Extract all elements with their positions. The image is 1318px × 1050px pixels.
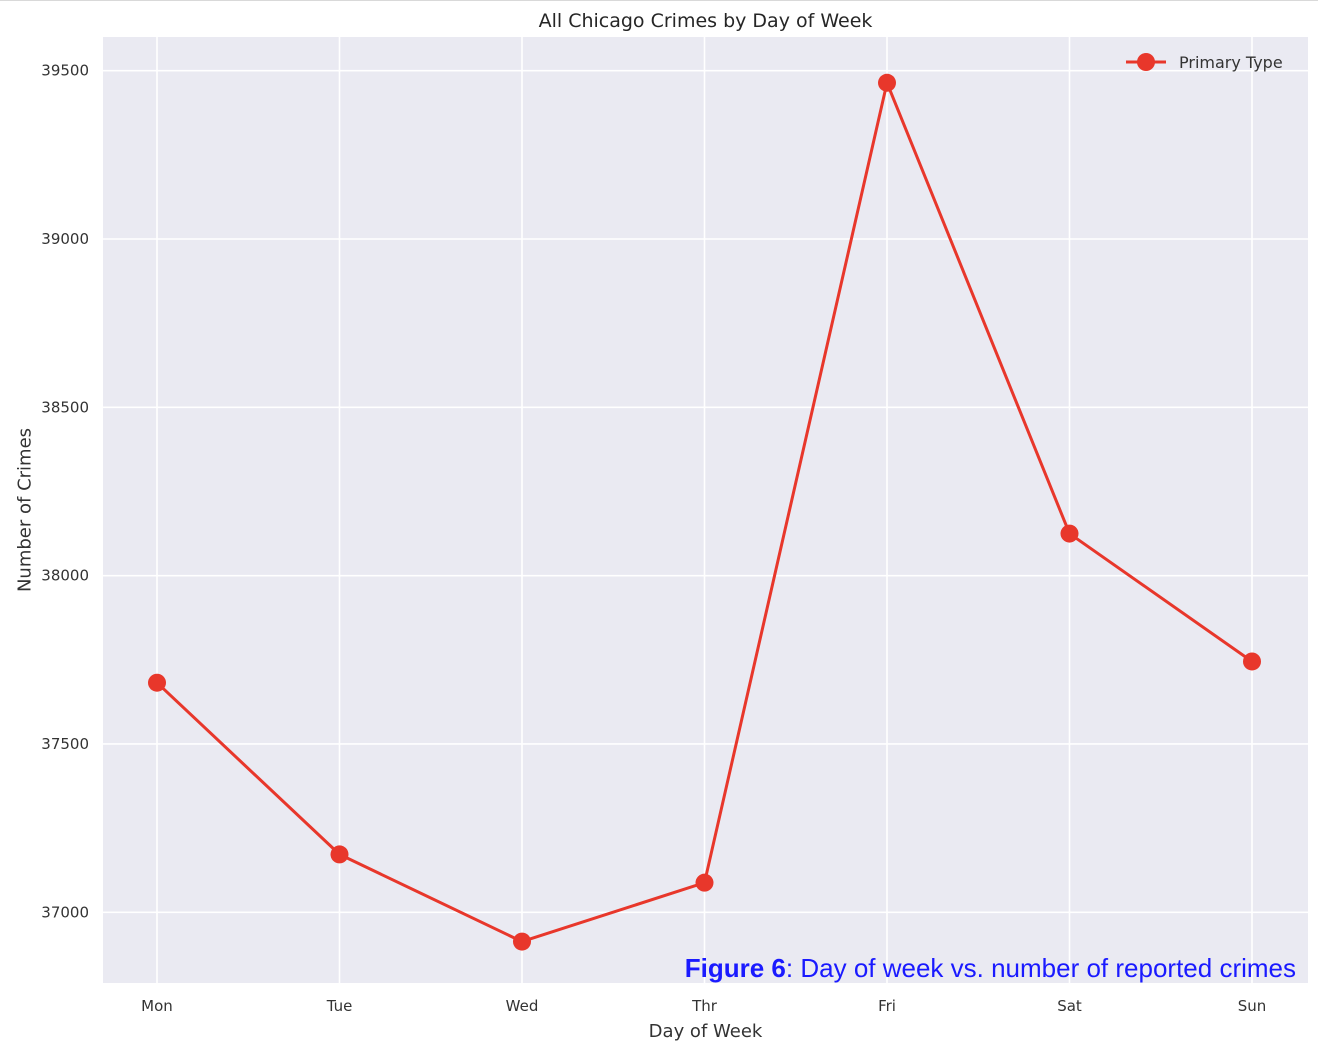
figure-caption-text: : Day of week vs. number of reported cri… bbox=[785, 953, 1296, 983]
data-point bbox=[1060, 524, 1079, 543]
legend: Primary Type bbox=[1126, 53, 1283, 72]
plot-area bbox=[103, 37, 1308, 983]
data-point bbox=[878, 73, 896, 92]
figure-caption-label: Figure 6 bbox=[684, 953, 786, 983]
y-tick-labels: 37000 37500 38000 38500 39000 39500 bbox=[41, 62, 89, 922]
x-tick-label: Wed bbox=[506, 997, 539, 1015]
series-layer bbox=[148, 73, 1261, 951]
data-point bbox=[330, 845, 349, 864]
top-border bbox=[0, 0, 1318, 1]
x-tick-label: Sun bbox=[1238, 997, 1267, 1015]
x-tick-label: Tue bbox=[326, 997, 353, 1015]
y-axis-label: Number of Crimes bbox=[14, 428, 35, 592]
y-tick-label: 37500 bbox=[41, 735, 89, 753]
data-point bbox=[148, 673, 166, 692]
figure-caption: Figure 6: Day of week vs. number of repo… bbox=[685, 953, 1296, 984]
legend-marker-swatch bbox=[1137, 53, 1155, 71]
y-tick-label: 38500 bbox=[41, 398, 89, 416]
x-axis-label: Day of Week bbox=[649, 1021, 763, 1042]
chart-title: All Chicago Crimes by Day of Week bbox=[539, 10, 873, 32]
legend-label: Primary Type bbox=[1179, 53, 1283, 72]
y-tick-label: 39000 bbox=[41, 230, 89, 248]
y-tick-label: 37000 bbox=[41, 903, 89, 921]
x-tick-label: Mon bbox=[141, 997, 173, 1015]
x-tick-label: Sat bbox=[1057, 997, 1082, 1015]
gridlines bbox=[103, 37, 1308, 983]
x-tick-label: Fri bbox=[878, 997, 896, 1015]
y-tick-label: 38000 bbox=[41, 567, 89, 585]
x-tick-label: Thr bbox=[691, 997, 718, 1015]
data-point bbox=[513, 932, 531, 951]
y-tick-label: 39500 bbox=[41, 62, 89, 80]
data-point bbox=[695, 873, 714, 892]
x-tick-labels: Mon Tue Wed Thr Fri Sat Sun bbox=[141, 997, 1266, 1015]
data-point bbox=[1243, 652, 1261, 671]
